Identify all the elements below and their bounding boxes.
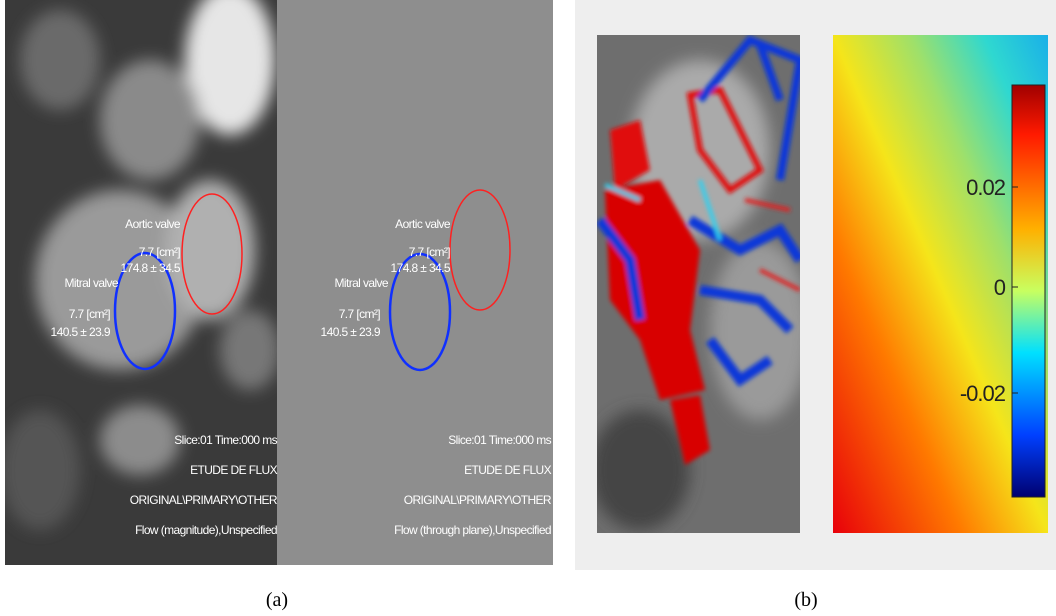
roi-flow: 174.8 ± 34.5 (391, 261, 451, 275)
roi-area: 7.7 [cm²] (139, 245, 181, 259)
colorbar-tick-label: 0.02 (966, 175, 1006, 200)
image-info: Flow (magnitude),Unspecified (135, 523, 277, 537)
image-info: ORIGINAL\PRIMARY\OTHER (130, 493, 278, 507)
roi-label: Aortic valve (125, 217, 181, 231)
aortic-roi (449, 189, 511, 311)
roi-flow: 140.5 ± 23.9 (51, 325, 111, 339)
roi-flow: 174.8 ± 34.5 (121, 261, 181, 275)
aortic-roi (181, 193, 243, 315)
phase-image (277, 0, 553, 565)
image-info: ORIGINAL\PRIMARY\OTHER (404, 493, 552, 507)
colorbar-tick-label: -0.02 (960, 381, 1006, 406)
panel-caption: (a) (266, 589, 288, 611)
image-info: ETUDE DE FLUX (190, 463, 277, 477)
roi-area: 7.7 [cm²] (409, 245, 451, 259)
image-info: Flow (through plane),Unspecified (394, 523, 551, 537)
mitral-roi (388, 252, 452, 372)
roi-area: 7.7 [cm²] (69, 307, 111, 321)
velocity-overlay-image (597, 35, 800, 533)
panel-caption: (b) (794, 589, 817, 611)
colorbar (1011, 84, 1046, 498)
image-info: Slice:01 Time:000 ms (448, 433, 551, 447)
colorbar-tick-label: 0 (994, 275, 1006, 300)
image-info: Slice:01 Time:000 ms (174, 433, 277, 447)
roi-label: Aortic valve (395, 217, 451, 231)
roi-label: Mitral valve (65, 276, 119, 290)
roi-label: Mitral valve (335, 276, 389, 290)
roi-area: 7.7 [cm²] (339, 307, 381, 321)
image-info: ETUDE DE FLUX (464, 463, 551, 477)
magnitude-image (5, 0, 277, 565)
mitral-roi (113, 251, 177, 371)
roi-flow: 140.5 ± 23.9 (321, 325, 381, 339)
